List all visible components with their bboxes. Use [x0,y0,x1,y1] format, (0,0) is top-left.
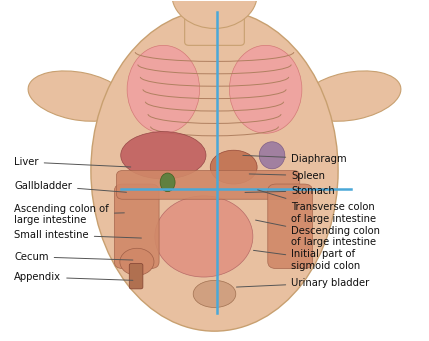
FancyBboxPatch shape [129,264,143,289]
Text: Transverse colon
of large intestine: Transverse colon of large intestine [258,190,376,224]
Ellipse shape [155,196,253,277]
FancyBboxPatch shape [184,5,245,45]
Ellipse shape [301,71,401,121]
Circle shape [120,248,154,275]
Text: Descending colon
of large intestine: Descending colon of large intestine [256,220,380,247]
Text: Initial part of
sigmoid colon: Initial part of sigmoid colon [254,249,360,271]
Ellipse shape [121,132,206,179]
Text: Small intestine: Small intestine [14,230,142,240]
Ellipse shape [28,71,128,121]
Text: Appendix: Appendix [14,272,133,282]
Text: Liver: Liver [14,157,131,167]
Ellipse shape [230,45,302,133]
Text: Cecum: Cecum [14,252,133,262]
Text: Gallbladder: Gallbladder [14,181,127,192]
FancyBboxPatch shape [115,184,159,269]
Circle shape [172,0,257,28]
Text: Stomach: Stomach [245,186,335,196]
Text: Ascending colon of
large intestine: Ascending colon of large intestine [14,204,124,225]
Ellipse shape [210,150,257,184]
Text: Spleen: Spleen [249,170,325,181]
FancyBboxPatch shape [116,170,300,199]
Ellipse shape [193,280,236,308]
Ellipse shape [127,45,199,133]
Text: Urinary bladder: Urinary bladder [236,278,369,288]
Ellipse shape [91,10,338,331]
Text: Diaphragm: Diaphragm [243,154,347,164]
Ellipse shape [160,173,175,192]
FancyBboxPatch shape [268,184,313,269]
Ellipse shape [259,142,285,169]
